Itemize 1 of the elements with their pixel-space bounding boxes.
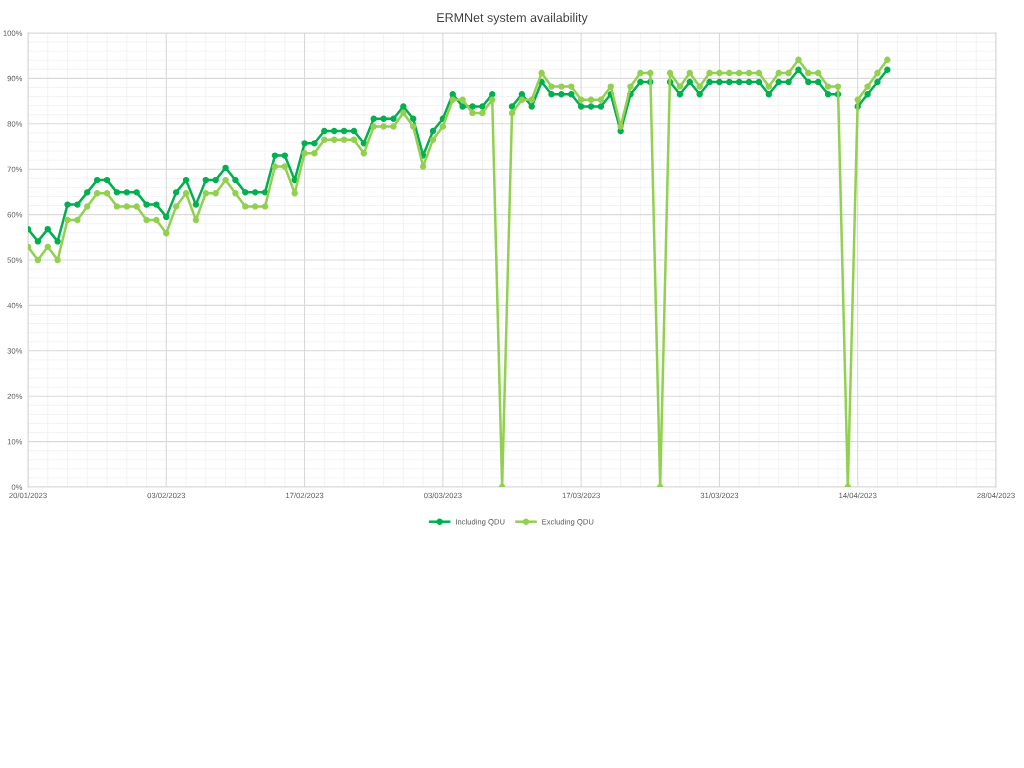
chart-title: ERMNet system availability — [437, 12, 588, 25]
